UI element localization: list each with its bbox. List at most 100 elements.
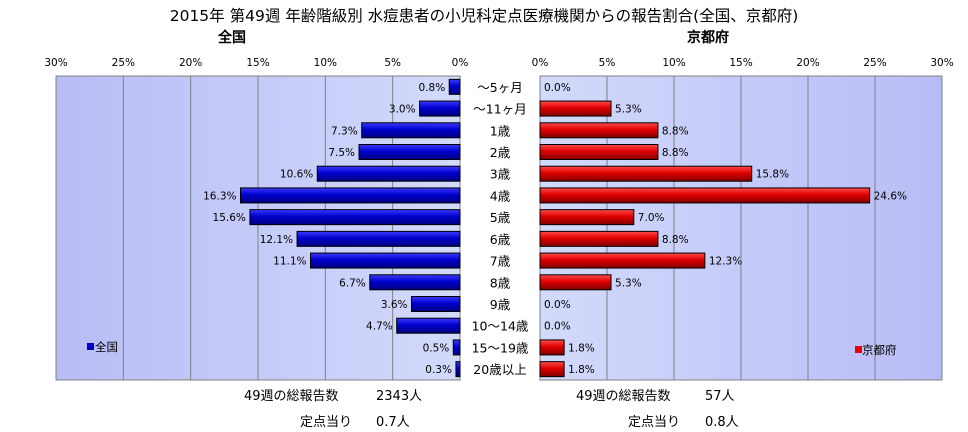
bar-national (316, 165, 461, 182)
bar-national (448, 78, 461, 95)
left-tick-label: 20% (179, 57, 202, 69)
data-label-national: 0.8% (419, 82, 446, 94)
bar-national (310, 252, 461, 269)
bar-kyoto (539, 252, 706, 269)
bar-national (249, 209, 461, 226)
category-label: 7歳 (490, 254, 511, 269)
left-panel-title: 全国 (217, 29, 246, 46)
right-footer: 49週の総報告数 57人 定点当り 0.8人 (480, 385, 968, 431)
right-bars (539, 100, 871, 378)
right-tick-label: 0% (532, 57, 549, 69)
left-data-labels: 0.8%3.0% 7.3% 7.5% 10.6% 16.3% 15.6% 12.1% 11.1… (203, 82, 452, 376)
bar-national (411, 296, 461, 312)
right-tick-label: 25% (863, 57, 886, 69)
left-tick-label: 30% (44, 57, 67, 69)
chart-title: 2015年 第49週 年齢階級別 水痘患者の小児科定点医療機関からの報告割合(全… (170, 7, 799, 25)
category-label: 15〜19歳 (472, 340, 529, 355)
bar-kyoto (539, 361, 565, 378)
legend-swatch-national (87, 343, 94, 350)
right-tick-label: 30% (930, 57, 953, 69)
data-label-kyoto: 8.8% (662, 147, 689, 159)
bar-kyoto (539, 165, 753, 182)
data-label-national: 3.0% (389, 104, 416, 116)
bar-kyoto (539, 209, 635, 226)
data-label-national: 11.1% (273, 256, 306, 268)
category-label: 10〜14歳 (472, 319, 529, 334)
data-label-national: 7.3% (331, 125, 358, 137)
category-label: 6歳 (490, 232, 511, 247)
data-label-national: 16.3% (203, 190, 236, 202)
category-label: 8歳 (490, 275, 511, 290)
bar-kyoto (539, 122, 659, 139)
data-label-kyoto: 5.3% (615, 104, 642, 116)
data-label-national: 10.6% (280, 169, 313, 181)
right-data-labels: 0.0% 5.3% 8.8% 8.8% 15.8% 24.6% 7.0% 8.8% 12.3% 5… (544, 82, 907, 376)
right-tick-label: 10% (662, 57, 685, 69)
bar-kyoto (539, 230, 659, 247)
data-label-kyoto: 0.0% (544, 321, 571, 333)
bar-kyoto (539, 187, 871, 204)
right-axis-ticks: 0% 5% 10% 15% 20% 25% 30% (532, 57, 954, 69)
data-label-national: 0.5% (423, 342, 450, 354)
left-tick-label: 0% (452, 57, 469, 69)
category-label: 〜5ヶ月 (477, 80, 522, 95)
data-label-kyoto: 5.3% (615, 277, 642, 289)
left-bars (239, 78, 461, 378)
bar-national (358, 144, 461, 160)
data-label-kyoto: 7.0% (638, 212, 665, 224)
bar-national (455, 361, 461, 378)
left-total-label: 49週の総報告数 (244, 389, 339, 404)
legend-label-kyoto: 京都府 (862, 343, 897, 357)
left-footer: 49週の総報告数 2343人 定点当り 0.7人 (0, 385, 480, 431)
category-label: 4歳 (490, 188, 511, 203)
right-total-label: 49週の総報告数 (576, 389, 671, 404)
left-tick-label: 15% (246, 57, 269, 69)
data-label-national: 0.3% (425, 364, 452, 376)
legend-swatch-kyoto (855, 346, 862, 353)
data-label-national: 7.5% (328, 147, 355, 159)
data-label-national: 3.6% (381, 299, 408, 311)
bar-kyoto (539, 100, 612, 117)
left-tick-label: 25% (112, 57, 135, 69)
data-label-national: 4.7% (366, 321, 393, 333)
category-label: 3歳 (490, 167, 511, 182)
data-label-kyoto: 1.8% (568, 342, 595, 354)
right-legend: 京都府 (855, 343, 897, 357)
category-label: 1歳 (490, 123, 511, 138)
bar-kyoto (539, 274, 612, 291)
left-legend: 全国 (87, 340, 118, 354)
category-label: 20歳以上 (473, 362, 526, 377)
right-tick-label: 20% (796, 57, 819, 69)
data-label-national: 6.7% (339, 277, 366, 289)
bar-national (369, 274, 461, 291)
left-per-site-label: 定点当り (300, 415, 353, 430)
left-tick-label: 5% (384, 57, 401, 69)
data-label-kyoto: 8.8% (662, 234, 689, 246)
category-label: 〜11ヶ月 (473, 102, 526, 117)
right-panel-title: 京都府 (687, 29, 729, 46)
category-labels: 〜5ヶ月〜11ヶ月 1歳 2歳 3歳 4歳 5歳 6歳 7歳 8歳 9歳 10〜14歳 15〜19歳 2… (472, 80, 529, 377)
bar-national (296, 230, 461, 247)
data-label-kyoto: 0.0% (544, 82, 571, 94)
bar-national (396, 317, 461, 334)
data-label-kyoto: 0.0% (544, 299, 571, 311)
data-label-national: 12.1% (260, 234, 293, 246)
data-label-national: 15.6% (213, 212, 246, 224)
left-tick-label: 10% (314, 57, 337, 69)
right-per-site-label: 定点当り (628, 415, 681, 430)
category-label: 5歳 (490, 210, 511, 225)
left-total-value: 2343人 (376, 389, 423, 404)
category-label: 9歳 (490, 297, 511, 312)
data-label-kyoto: 15.8% (756, 169, 789, 181)
data-label-kyoto: 24.6% (874, 190, 907, 202)
category-label: 2歳 (490, 145, 511, 160)
bar-national (361, 122, 461, 139)
bar-national (452, 339, 461, 356)
left-axis-ticks: 0% 5% 10% 15% 20% 25% 30% (44, 57, 468, 69)
left-per-site-value: 0.7人 (376, 415, 410, 430)
right-total-value: 57人 (705, 389, 735, 404)
right-per-site-value: 0.8人 (705, 415, 739, 430)
bar-kyoto (539, 339, 565, 356)
bar-kyoto (539, 144, 659, 160)
